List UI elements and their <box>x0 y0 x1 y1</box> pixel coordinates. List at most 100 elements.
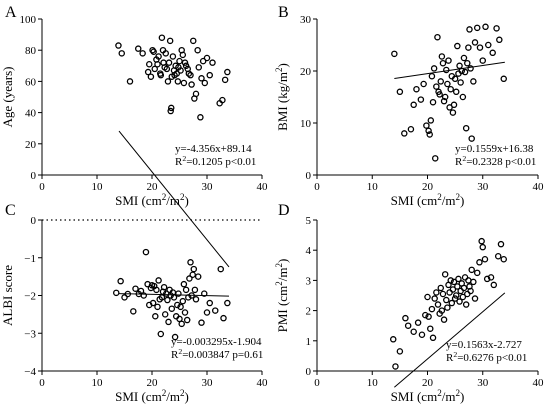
x-tick-label: 0 <box>39 377 45 389</box>
data-point <box>154 60 161 68</box>
x-tick-label: 30 <box>202 377 214 389</box>
data-point <box>471 39 479 46</box>
data-point <box>157 71 165 79</box>
regression-statistics: R2=0.2328 p<0.01 <box>455 154 536 169</box>
y-tick-label: −1 <box>24 253 36 265</box>
y-tick-label: 4 <box>306 245 312 257</box>
data-point <box>440 316 448 323</box>
data-point <box>459 293 467 301</box>
data-point <box>464 59 471 67</box>
data-point <box>489 49 496 57</box>
data-point <box>440 97 448 105</box>
data-point <box>410 328 417 335</box>
x-axis-title: SMI (cm2/m2) <box>115 388 189 404</box>
data-point <box>224 68 231 76</box>
x-tick-label: 30 <box>202 181 214 193</box>
data-point <box>438 307 446 314</box>
x-tick-label: 40 <box>533 181 545 193</box>
data-point <box>179 51 187 59</box>
data-point <box>137 287 145 295</box>
data-point <box>436 91 443 98</box>
data-point <box>485 41 492 49</box>
y-tick-label: 0 <box>31 215 37 227</box>
x-tick-label: 0 <box>39 181 45 193</box>
data-point <box>461 68 469 76</box>
regression-equation: y=0.1563x-2.727 <box>446 339 522 351</box>
data-point <box>158 34 166 41</box>
data-point <box>447 85 454 93</box>
y-tick-label: −4 <box>24 366 36 378</box>
data-point <box>197 114 204 121</box>
data-point <box>118 50 126 57</box>
data-point <box>439 290 447 298</box>
data-point <box>479 57 486 64</box>
x-tick-label: 10 <box>92 181 104 193</box>
data-point <box>446 289 453 296</box>
data-point <box>452 292 460 299</box>
data-point <box>182 62 190 70</box>
data-point <box>149 299 157 307</box>
data-point <box>187 71 194 79</box>
data-point <box>493 25 500 32</box>
data-point <box>171 333 179 341</box>
data-point <box>187 259 194 266</box>
data-point <box>448 299 456 307</box>
data-point <box>198 75 205 82</box>
data-point <box>206 71 213 79</box>
data-point <box>429 98 437 106</box>
data-point <box>391 50 398 58</box>
data-point <box>186 275 193 282</box>
data-point <box>431 155 439 162</box>
regression-line <box>394 292 506 388</box>
data-point <box>470 78 477 85</box>
panel-letter: A <box>5 4 17 21</box>
data-point <box>188 81 195 88</box>
data-point <box>464 290 471 298</box>
data-point <box>139 50 146 57</box>
data-point <box>192 296 200 303</box>
data-point <box>500 75 507 83</box>
x-tick-label: 30 <box>477 377 489 389</box>
regression-equation: y=-0.003295x-1.904 <box>171 336 262 348</box>
data-point <box>163 65 171 73</box>
x-tick-label: 20 <box>422 377 434 389</box>
data-point <box>422 311 429 319</box>
data-point <box>429 334 437 342</box>
data-point <box>396 348 404 355</box>
data-point <box>500 256 507 263</box>
x-tick-label: 40 <box>257 181 269 193</box>
y-tick-label: 2 <box>306 306 312 318</box>
data-point <box>441 271 449 278</box>
data-point <box>180 280 188 288</box>
data-point <box>476 259 483 266</box>
y-tick-label: 40 <box>25 108 37 120</box>
regression-line <box>118 293 230 297</box>
panel-c: C 0 10 20 30 40 −4 −3 −2 −1 0 SMI (cm2/m2) ALBI scor… <box>0 202 268 404</box>
data-point <box>198 319 205 326</box>
y-tick-label: 0 <box>306 170 312 182</box>
data-point <box>174 78 182 85</box>
data-point <box>473 24 481 32</box>
data-point <box>126 78 134 85</box>
y-tick-label: −2 <box>24 291 36 303</box>
data-point <box>410 101 417 109</box>
data-point <box>439 59 447 67</box>
data-point <box>434 301 442 308</box>
x-axis-title: SMI (cm2/m2) <box>391 192 465 208</box>
data-point <box>443 296 450 304</box>
data-point <box>460 284 468 292</box>
data-point <box>428 72 436 80</box>
data-point <box>456 62 463 70</box>
y-tick-label: 10 <box>300 118 312 130</box>
data-point <box>487 274 495 281</box>
data-point <box>413 85 420 93</box>
data-point <box>157 330 165 338</box>
data-point <box>165 318 172 326</box>
data-point <box>450 101 458 109</box>
panel-a: A 0 10 20 30 40 0 20 40 60 80 100 SMI (cm2/m2) Age (y… <box>0 4 269 268</box>
data-point <box>467 65 474 72</box>
data-point <box>175 290 182 297</box>
data-point <box>461 274 469 281</box>
data-point <box>443 66 450 74</box>
